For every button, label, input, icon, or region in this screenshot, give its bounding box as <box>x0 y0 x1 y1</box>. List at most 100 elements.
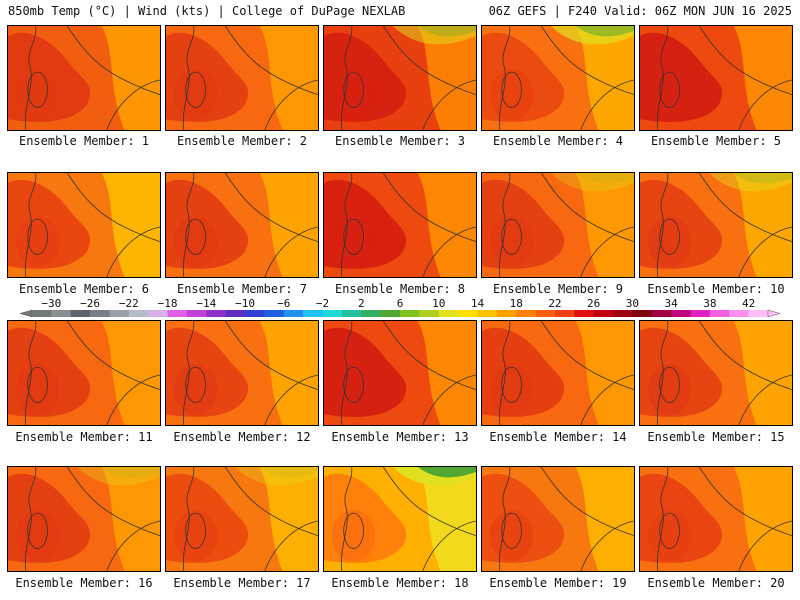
colorbar-arrow-right <box>767 309 781 318</box>
colorbar-tick-label: −22 <box>119 298 139 310</box>
ensemble-member-label: Ensemble Member: 10 <box>647 282 785 296</box>
colorbar-swatch <box>225 310 246 317</box>
colorbar-tick-label: 6 <box>397 298 404 310</box>
temperature-field <box>324 26 476 130</box>
ensemble-member-label: Ensemble Member: 3 <box>334 134 466 148</box>
temperature-colorbar: −30 −26 −22 −18 −14 −10 −6 −2 2 6 10 14 18 22 26 30 34 38… <box>18 298 782 320</box>
ensemble-member-label: Ensemble Member: 4 <box>492 134 624 148</box>
temperature-field <box>640 321 792 425</box>
colorbar-swatch <box>51 310 72 317</box>
ensemble-panel <box>323 466 477 572</box>
header-run-info: 06Z GEFS | F240 Valid: 06Z MON JUN 16 20… <box>488 4 792 18</box>
temperature-field <box>482 173 634 277</box>
colorbar-tick-label: −2 <box>316 298 329 310</box>
ensemble-panel <box>323 320 477 426</box>
ensemble-panel <box>7 25 161 131</box>
colorbar-swatch <box>477 310 498 317</box>
colorbar-swatch <box>671 310 691 317</box>
colorbar-swatch <box>438 310 459 317</box>
ensemble-panel <box>481 172 635 278</box>
colorbar-tick-label: −10 <box>235 298 255 310</box>
colorbar-tick-label: 30 <box>626 298 639 310</box>
ensemble-member-label: Ensemble Member: 17 <box>173 576 311 590</box>
colorbar-svg: −30 −26 −22 −18 −14 −10 −6 −2 2 6 10 14 18 22 26 30 34 38… <box>19 298 781 318</box>
colorbar-swatch <box>593 310 614 317</box>
colorbar-swatch <box>341 310 362 317</box>
colorbar-tick-label: −18 <box>158 298 178 310</box>
ensemble-panel <box>481 466 635 572</box>
colorbar-swatch <box>148 310 168 317</box>
colorbar-swatch <box>186 310 207 317</box>
ensemble-panel <box>481 25 635 131</box>
temperature-field <box>324 467 476 571</box>
colorbar-swatch <box>554 310 575 317</box>
colorbar-swatch <box>167 310 188 317</box>
temperature-field <box>640 26 792 130</box>
ensemble-panel <box>323 25 477 131</box>
temperature-field <box>640 467 792 571</box>
colorbar-swatch <box>109 310 130 317</box>
ensemble-panel <box>639 172 793 278</box>
ensemble-member-label: Ensemble Member: 5 <box>650 134 782 148</box>
colorbar-tick-label: −6 <box>277 298 290 310</box>
colorbar-swatch <box>380 310 401 317</box>
colorbar-swatch <box>283 310 304 317</box>
temperature-field <box>166 26 318 130</box>
colorbar-swatch <box>322 310 343 317</box>
temperature-field <box>8 26 160 130</box>
ensemble-panel <box>639 466 793 572</box>
colorbar-tick-label: 2 <box>358 298 365 310</box>
ensemble-member-label: Ensemble Member: 2 <box>176 134 308 148</box>
colorbar-swatch <box>264 310 285 317</box>
colorbar-swatch <box>574 310 594 317</box>
colorbar-tick-label: 18 <box>510 298 523 310</box>
ensemble-member-label: Ensemble Member: 18 <box>331 576 469 590</box>
ensemble-member-label: Ensemble Member: 20 <box>647 576 785 590</box>
colorbar-swatch <box>419 310 440 317</box>
temperature-field <box>8 321 160 425</box>
temperature-field <box>482 26 634 130</box>
colorbar-swatch <box>651 310 672 317</box>
colorbar-tick-label: 26 <box>587 298 600 310</box>
colorbar-swatch <box>709 310 730 317</box>
colorbar-swatch <box>128 310 149 317</box>
ensemble-panel <box>165 320 319 426</box>
ensemble-member-label: Ensemble Member: 19 <box>489 576 627 590</box>
ensemble-panel <box>639 320 793 426</box>
colorbar-swatch <box>400 310 420 317</box>
colorbar-swatch <box>32 310 52 317</box>
temperature-field <box>324 173 476 277</box>
ensemble-panel <box>7 320 161 426</box>
colorbar-swatch <box>632 310 653 317</box>
temperature-field <box>166 173 318 277</box>
ensemble-member-label: Ensemble Member: 11 <box>15 430 153 444</box>
ensemble-member-label: Ensemble Member: 8 <box>334 282 466 296</box>
ensemble-member-label: Ensemble Member: 14 <box>489 430 627 444</box>
colorbar-swatch <box>90 310 110 317</box>
ensemble-member-label: Ensemble Member: 15 <box>647 430 785 444</box>
ensemble-panel <box>165 466 319 572</box>
colorbar-swatch <box>206 310 226 317</box>
ensemble-member-label: Ensemble Member: 9 <box>492 282 624 296</box>
ensemble-member-label: Ensemble Member: 13 <box>331 430 469 444</box>
colorbar-tick-label: 34 <box>665 298 679 310</box>
ensemble-panel <box>165 172 319 278</box>
ensemble-panel <box>7 172 161 278</box>
colorbar-tick-label: 38 <box>703 298 716 310</box>
temperature-field <box>640 173 792 277</box>
colorbar-tick-label: 14 <box>471 298 485 310</box>
colorbar-swatch <box>748 310 769 317</box>
ensemble-member-label: Ensemble Member: 6 <box>18 282 150 296</box>
temperature-field <box>8 173 160 277</box>
temperature-field <box>166 467 318 571</box>
ensemble-panel <box>7 466 161 572</box>
colorbar-swatch <box>613 310 633 317</box>
colorbar-swatch <box>690 310 711 317</box>
temperature-field <box>8 467 160 571</box>
colorbar-swatch <box>303 310 323 317</box>
colorbar-arrow-left <box>19 309 33 318</box>
colorbar-tick-label: −26 <box>80 298 100 310</box>
colorbar-swatch <box>516 310 536 317</box>
colorbar-tick-label: 42 <box>742 298 755 310</box>
colorbar-tick-label: −30 <box>41 298 61 310</box>
